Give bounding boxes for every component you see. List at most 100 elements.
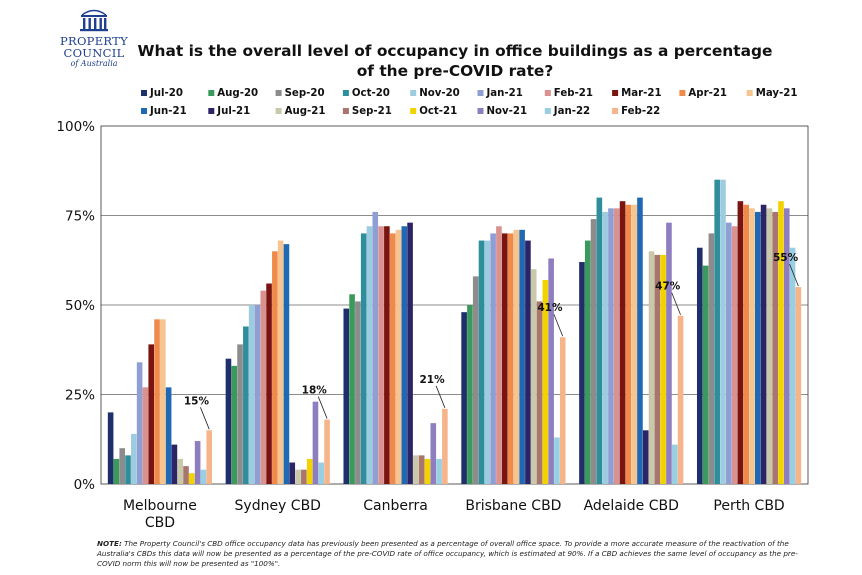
legend-label: Jul-20	[149, 88, 183, 99]
chart-title: What is the overall level of occupancy i…	[137, 42, 773, 80]
bar	[289, 462, 296, 484]
legend-label: Jan-21	[486, 88, 523, 99]
legend-swatch	[612, 90, 619, 96]
bar	[743, 204, 749, 484]
bar	[183, 466, 189, 484]
legend-label: Jan-22	[553, 106, 590, 117]
bar	[206, 430, 213, 484]
legend-swatch	[477, 108, 484, 114]
chart-gridlines	[101, 215, 808, 395]
bar	[513, 229, 520, 484]
legend-swatch	[612, 108, 619, 114]
bar	[613, 208, 620, 484]
category-label: Melbourne CBD	[123, 498, 197, 531]
bar	[478, 240, 485, 484]
bar	[119, 448, 126, 484]
bar	[171, 444, 178, 484]
bar	[484, 240, 491, 484]
bar	[165, 387, 172, 484]
bar	[418, 455, 425, 484]
legend-label: Feb-21	[554, 88, 593, 99]
bar	[378, 226, 384, 485]
y-tick-label: 25%	[65, 388, 95, 404]
y-tick-label: 0%	[74, 477, 96, 493]
data-label: 47%	[655, 281, 681, 293]
bar	[343, 308, 350, 484]
legend-label: Nov-21	[487, 106, 528, 117]
bar	[360, 233, 367, 484]
legend-label: Mar-21	[621, 88, 661, 99]
y-tick-label: 75%	[65, 209, 95, 225]
bar	[442, 408, 448, 484]
bar	[778, 201, 784, 484]
bar	[625, 204, 632, 484]
bar	[266, 283, 272, 484]
bar	[731, 226, 738, 485]
bar	[602, 211, 608, 485]
bar	[355, 301, 361, 484]
bar	[384, 226, 390, 485]
logo-text-line3: of Australia	[70, 59, 118, 68]
bar	[525, 240, 531, 484]
data-label-leader	[789, 263, 799, 287]
legend-swatch	[544, 108, 551, 114]
category-label: Perth CBD	[713, 498, 784, 514]
bar	[754, 211, 761, 485]
chart-legend: Jul-20 Aug-20 Sep-20 Oct-20 Nov-20 Jan-21 Feb-…	[141, 88, 797, 117]
bar	[637, 197, 643, 484]
bar	[648, 251, 655, 484]
bar	[490, 233, 496, 484]
bar	[559, 337, 566, 484]
legend-swatch	[477, 90, 484, 96]
bar	[324, 419, 330, 484]
bar	[225, 358, 232, 484]
bar	[372, 211, 379, 485]
bar	[366, 226, 373, 485]
bar	[548, 258, 554, 484]
bar	[461, 312, 467, 484]
bar	[766, 208, 773, 484]
bar	[243, 326, 249, 484]
bar	[772, 211, 778, 485]
logo-text-line2: COUNCIL	[63, 46, 125, 60]
bar	[200, 469, 207, 484]
bar	[424, 458, 431, 484]
legend-label: Feb-22	[621, 106, 660, 117]
legend-label: Sep-21	[352, 106, 392, 117]
bar	[654, 254, 661, 484]
bar	[113, 458, 120, 484]
legend-swatch	[544, 90, 551, 96]
bar	[554, 437, 560, 484]
legend-label: May-21	[756, 88, 798, 99]
bar	[666, 222, 672, 484]
legend-swatch	[342, 108, 349, 114]
legend-label: Sep-20	[285, 88, 325, 99]
bar	[318, 462, 325, 484]
bar	[237, 344, 243, 484]
legend-swatch	[410, 108, 417, 114]
bar	[295, 469, 301, 484]
bar	[536, 301, 543, 484]
legend-swatch	[275, 90, 282, 96]
bar	[154, 319, 160, 484]
y-tick-label: 100%	[56, 119, 95, 135]
category-label: Brisbane CBD	[465, 498, 561, 514]
data-label-leader	[200, 407, 210, 430]
legend-swatch	[141, 108, 147, 114]
bar	[272, 251, 278, 484]
bar	[720, 179, 726, 484]
legend-swatch	[746, 90, 753, 96]
bar	[189, 473, 195, 484]
data-label: 55%	[773, 252, 799, 264]
bar	[584, 240, 591, 484]
data-label-leader	[671, 292, 681, 315]
bar	[631, 204, 637, 484]
chart-annotations: 15% 18% 21% 41% 47% 55%	[184, 252, 799, 430]
bar	[542, 279, 549, 484]
bar	[608, 208, 614, 484]
legend-swatch	[410, 90, 417, 96]
bar	[596, 197, 603, 484]
property-council-logo: PROPERTY COUNCIL of Australia	[52, 6, 136, 68]
data-label: 18%	[302, 385, 328, 397]
